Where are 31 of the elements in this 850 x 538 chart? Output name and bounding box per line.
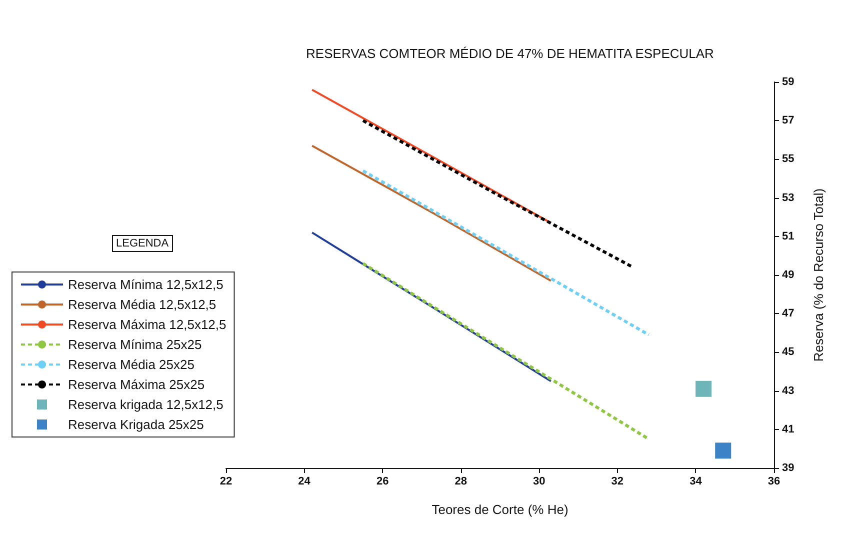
legend-label: Reserva Máxima 25x25	[68, 377, 205, 392]
legend-label: Reserva krigada 12,5x12,5	[68, 397, 224, 412]
x-tick-label: 24	[298, 476, 312, 488]
x-tick-label: 30	[533, 476, 546, 488]
y-tick-label: 45	[782, 346, 794, 358]
legend-label: Reserva Mínima 12,5x12,5	[68, 277, 224, 292]
y-tick-label: 41	[782, 423, 794, 436]
y-tick-label: 55	[782, 153, 794, 166]
legend-label: Reserva Máxima 12,5x12,5	[68, 317, 226, 332]
y-tick-label: 43	[782, 384, 794, 397]
x-tick-label: 22	[220, 476, 232, 488]
x-tick-label: 36	[768, 476, 780, 488]
y-tick-label: 47	[782, 308, 794, 320]
y-tick-label: 57	[782, 114, 794, 127]
legend-label: Reserva Média 25x25	[68, 357, 194, 372]
y-tick-label: 39	[782, 462, 794, 474]
y-tick-label: 51	[782, 230, 794, 242]
y-tick-label: 49	[782, 269, 794, 281]
chart-title: RESERVAS COMTEOR MÉDIO DE 47% DE HEMATITA ESPECULAR	[306, 46, 714, 61]
x-tick-label: 26	[376, 476, 389, 488]
y-axis-title: Reserva (% do Recurso Total)	[811, 188, 826, 362]
x-axis-title: Teores de Corte (% He)	[432, 502, 568, 517]
y-tick-label: 53	[782, 192, 794, 204]
x-tick-label: 34	[690, 476, 703, 488]
legend-label: Reserva Média 12,5x12,5	[68, 297, 216, 312]
legend-label: Reserva Krigada 25x25	[68, 417, 204, 432]
y-tick-label: 59	[782, 76, 794, 88]
x-tick-label: 28	[454, 476, 467, 488]
legend-title: LEGENDA	[116, 238, 170, 250]
x-tick-label: 32	[611, 476, 624, 488]
legend-label: Reserva Mínima 25x25	[68, 337, 202, 352]
